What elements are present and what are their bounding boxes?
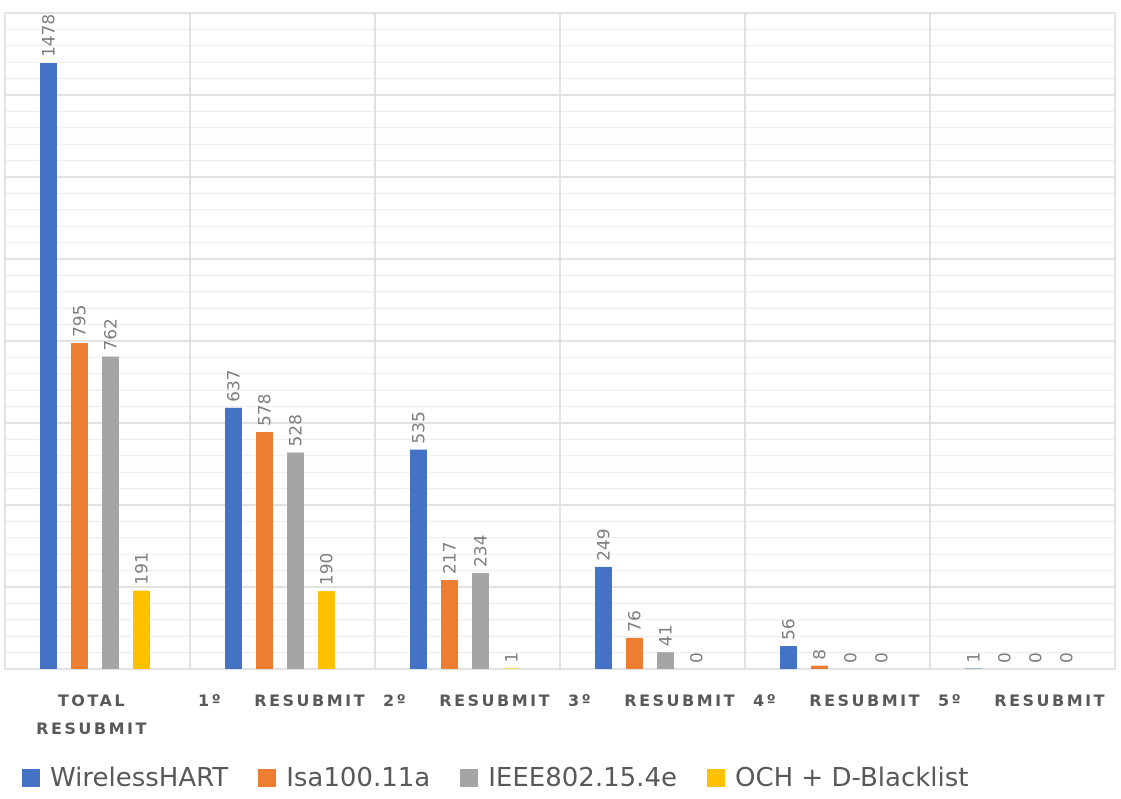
data-label: 795 [71,305,91,337]
data-label: 56 [780,618,800,640]
data-label: 191 [133,552,153,584]
data-label: 0 [688,652,708,663]
data-label: 535 [410,411,430,443]
legend-item: IEEE802.15.4e [460,763,677,793]
data-label: 249 [595,528,615,560]
data-label: 0 [1058,652,1078,663]
bar-wirelesshart [40,63,57,669]
data-label: 76 [626,610,646,632]
legend-label: OCH + D-Blacklist [734,763,969,793]
bar-och-d-blacklist [318,591,335,669]
data-label: 0 [873,652,893,663]
data-label: 41 [657,625,677,647]
bar-ieee802-15-4e [472,573,489,669]
data-label: 0 [842,652,862,663]
legend-swatch [460,769,479,787]
category-label: RESUBMIT [624,691,737,710]
data-label: 762 [102,318,122,350]
data-label: 1478 [40,14,60,57]
data-label: 217 [441,542,461,574]
legend-item: OCH + D-Blacklist [706,763,969,793]
legend-item: Isa100.11a [258,763,430,793]
category-label: 3º [568,691,593,710]
data-label: 528 [287,414,307,446]
bar-isa100-11a [441,580,458,669]
bar-wirelesshart [225,407,242,669]
category-label: RESUBMIT [254,691,367,710]
category-label: RESUBMIT [994,691,1107,710]
data-label: 578 [256,394,276,426]
legend-label: IEEE802.15.4e [488,763,677,793]
bar-isa100-11a [71,343,88,669]
data-label: 1 [503,652,523,663]
legend-item: WirelessHART [22,763,228,793]
bars [40,63,982,669]
category-label: RESUBMIT [36,719,149,738]
category-label: 1º [198,691,223,710]
bar-ieee802-15-4e [102,356,119,669]
legend-label: WirelessHART [50,763,229,793]
legend-swatch [706,769,725,787]
category-label: 2º [383,691,408,710]
bar-wirelesshart [780,646,797,669]
bar-ieee802-15-4e [657,652,674,669]
bar-isa100-11a [256,432,273,669]
bar-ieee802-15-4e [287,452,304,669]
bar-isa100-11a [626,637,643,669]
data-label: 234 [472,535,492,567]
legend: WirelessHART Isa100.11a IEEE802.15.4e OCH +… [22,758,1117,798]
data-label: 1 [965,652,985,663]
category-label: 5º [938,691,963,710]
legend-swatch [258,769,277,787]
bar-wirelesshart [595,566,612,669]
category-label: 4º [753,691,778,710]
data-label: 0 [1027,652,1047,663]
category-label: RESUBMIT [809,691,922,710]
data-label: 0 [996,652,1016,663]
legend-label: Isa100.11a [286,763,431,793]
legend-swatch [22,769,40,787]
category-label: RESUBMIT [439,691,552,710]
gridlines [4,12,1116,670]
data-label: 637 [225,369,245,401]
category-label: TOTAL [58,691,127,710]
category-labels: TOTAL RESUBMIT 1º RESUBMIT 2º RESUBMIT 3º RESUB… [36,691,1107,738]
data-label: 190 [318,553,338,585]
bar-isa100-11a [811,665,828,669]
data-label: 8 [811,649,831,660]
bar-wirelesshart [410,449,427,669]
bar-och-d-blacklist [133,590,150,669]
